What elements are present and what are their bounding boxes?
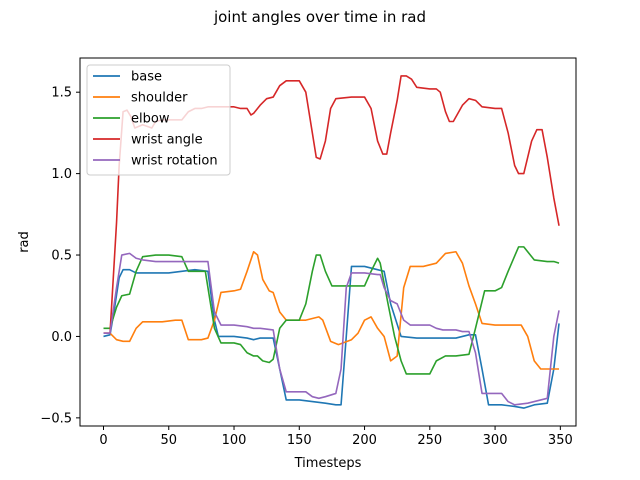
y-tick-label: 1.5	[51, 86, 72, 101]
x-axis-label: Timesteps	[294, 456, 362, 471]
x-tick-label: 50	[160, 433, 177, 448]
legend-label: shoulder	[131, 91, 188, 106]
x-axis: 0 50 100 150 200 250 300 350	[99, 426, 573, 448]
series-line-shoulder	[103, 250, 560, 370]
x-tick-label: 0	[99, 433, 107, 448]
x-tick-label: 200	[352, 433, 377, 448]
legend-label: base	[131, 70, 162, 85]
y-axis-label: rad	[17, 231, 32, 253]
x-tick-label: 350	[548, 433, 573, 448]
chart-title: joint angles over time in rad	[213, 8, 426, 26]
x-tick-label: 100	[222, 433, 247, 448]
y-tick-label: 1.0	[51, 167, 72, 182]
y-axis: −0.5 0.0 0.5 1.0 1.5	[40, 86, 80, 426]
legend: base shoulder elbow wrist angle wrist rotati…	[86, 64, 231, 176]
legend-label: wrist angle	[131, 133, 203, 148]
legend-label: wrist rotation	[131, 154, 218, 169]
x-tick-label: 300	[483, 433, 508, 448]
series-line-base	[103, 265, 560, 409]
legend-label: elbow	[131, 112, 170, 127]
y-tick-label: −0.5	[40, 411, 72, 426]
y-tick-label: 0.0	[51, 330, 72, 345]
x-tick-label: 250	[417, 433, 442, 448]
x-tick-label: 150	[287, 433, 312, 448]
legend-box	[86, 64, 231, 176]
plot-frame	[79, 57, 577, 427]
y-tick-label: 0.5	[51, 249, 72, 264]
series-line-wrist-rotation	[103, 252, 560, 406]
